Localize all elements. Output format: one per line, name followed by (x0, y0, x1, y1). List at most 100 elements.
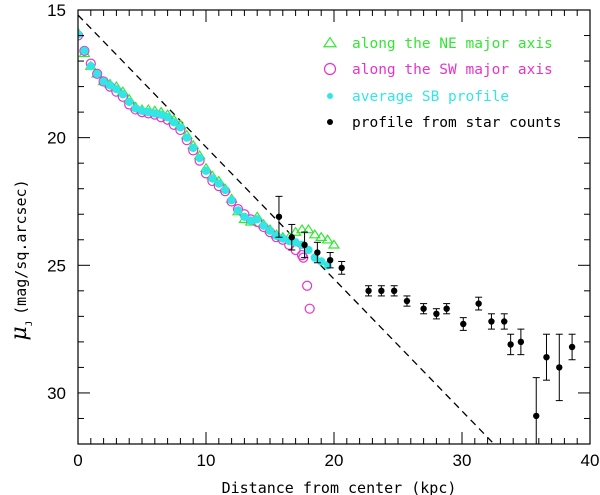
data-point-stars (475, 300, 482, 307)
data-point-stars (460, 320, 467, 328)
legend: along the NE major axis along the SW majo… (322, 36, 562, 131)
y-axis-label: μJ(mag/sq.arcsec) (7, 179, 35, 340)
data-point-avg (80, 46, 89, 56)
x-tick-label: 20 (325, 451, 344, 470)
data-point-sw (304, 303, 315, 314)
data-point-avg (105, 81, 115, 90)
data-point-stars (420, 305, 427, 312)
data-point-avg (246, 216, 255, 225)
data-point-avg (278, 234, 287, 243)
data-point-avg (201, 166, 211, 176)
data-point-avg (131, 104, 140, 113)
data-point-sw (296, 249, 308, 261)
data-point-avg (317, 257, 326, 266)
x-tick-label: 0 (73, 451, 82, 470)
data-point-avg (265, 226, 275, 236)
data-point-stars (533, 412, 540, 420)
data-point-stars (314, 249, 321, 256)
data-point-stars (301, 241, 308, 249)
y-tick-label: 20 (47, 129, 66, 148)
data-point-stars (507, 341, 514, 348)
data-point-stars (556, 364, 563, 371)
data-point-stars (365, 287, 372, 295)
x-tick-label: 40 (581, 451, 600, 470)
x-axis-label: Distance from center (kpc) (222, 479, 457, 495)
data-point-stars (543, 354, 550, 361)
data-point-avg (118, 90, 128, 99)
y-tick-label: 30 (47, 384, 66, 403)
data-point-avg (253, 215, 262, 224)
data-point-avg (182, 133, 191, 142)
data-point-avg (233, 206, 243, 215)
data-point-stars (488, 318, 495, 325)
data-point-avg (99, 77, 108, 86)
data-point-avg (189, 143, 198, 153)
data-point-avg (125, 97, 134, 107)
data-point-stars (517, 338, 525, 346)
data-point-avg (144, 107, 153, 117)
data-layer (78, 27, 576, 444)
data-point-ne (295, 223, 309, 234)
data-point-avg (227, 195, 236, 205)
y-tick-label: 25 (47, 256, 66, 275)
data-point-avg (195, 153, 204, 163)
axis-ticks: 0 10 20 30 40 15 20 25 30 (47, 1, 599, 470)
data-point-stars (390, 287, 398, 295)
data-point-avg (78, 30, 83, 39)
legend-label: along the SW major axis (352, 62, 553, 78)
data-point-avg (214, 179, 223, 188)
legend-label: profile from star counts (352, 115, 562, 131)
legend-marker-avg (327, 93, 333, 99)
data-point-stars (378, 287, 385, 295)
data-point-sw (79, 45, 90, 56)
data-point-stars (443, 305, 450, 312)
data-point-avg (221, 185, 230, 195)
fit-line-layer (78, 14, 495, 444)
data-point-avg (137, 106, 147, 116)
fit-line (78, 14, 495, 444)
series-3 (78, 30, 332, 270)
series-2 (78, 30, 315, 314)
data-point-avg (112, 84, 121, 94)
data-point-stars (501, 318, 508, 325)
data-point-ne (308, 229, 321, 239)
legend-label: average SB profile (352, 89, 509, 105)
legend-marker-ne (322, 36, 338, 48)
legend-marker-stars (327, 119, 333, 125)
data-point-avg (291, 238, 300, 247)
data-point-ne (327, 239, 341, 249)
data-point-avg (86, 61, 96, 71)
data-point-ne (302, 223, 315, 234)
data-point-avg (176, 123, 185, 132)
data-point-stars (338, 264, 345, 272)
data-point-stars (288, 234, 295, 241)
x-tick-label: 10 (197, 451, 216, 470)
data-point-avg (240, 212, 249, 221)
data-point-avg (259, 221, 268, 230)
series-1 (78, 27, 341, 249)
data-point-sw (302, 280, 313, 291)
svg-text:μJ(mag/sq.arcsec): μJ(mag/sq.arcsec) (7, 179, 35, 340)
data-point-avg (150, 109, 159, 118)
data-point-avg (163, 113, 172, 122)
legend-marker-sw (323, 62, 337, 76)
data-point-avg (208, 174, 217, 183)
data-point-stars (326, 256, 334, 264)
data-point-avg (304, 245, 313, 255)
data-point-ne (315, 231, 328, 241)
data-point-stars (403, 297, 411, 305)
data-point-stars (568, 343, 576, 351)
data-point-avg (93, 69, 102, 79)
data-point-ne (321, 234, 334, 244)
x-tick-label: 30 (453, 451, 472, 470)
series-4 (275, 195, 576, 444)
data-point-sw (92, 68, 103, 79)
data-point-avg (169, 118, 179, 127)
legend-label: along the NE major axis (352, 36, 553, 52)
data-point-stars (275, 213, 283, 220)
y-tick-label: 15 (47, 1, 66, 20)
data-point-sw (98, 76, 109, 87)
data-point-stars (433, 310, 440, 317)
data-point-avg (157, 110, 166, 119)
